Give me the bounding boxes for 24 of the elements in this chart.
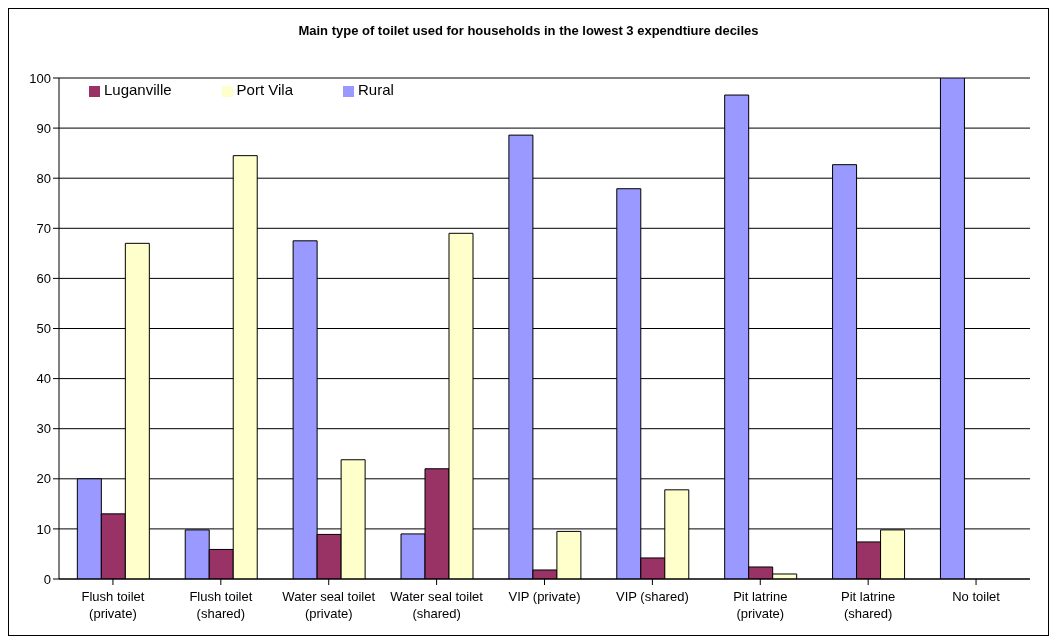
y-tick-label: 20 xyxy=(36,471,51,487)
x-tick-label: Flush toilet (private) xyxy=(81,589,145,621)
x-tick-label: Flush toilet (shared) xyxy=(189,589,253,621)
x-tick-label: Water seal toilet (shared) xyxy=(390,589,484,621)
x-tick-label: VIP (shared) xyxy=(616,589,689,604)
y-tick-label: 80 xyxy=(36,170,51,186)
legend-label: Luganville xyxy=(104,81,172,98)
y-tick-label: 90 xyxy=(36,120,51,136)
x-tick-label: No toilet xyxy=(952,589,1001,604)
y-tick-label: 0 xyxy=(43,571,51,587)
legend-label: Rural xyxy=(357,81,394,98)
y-tick-label: 30 xyxy=(36,421,51,437)
x-tick-label: Pit latrine (shared) xyxy=(841,589,896,621)
y-tick-label: 40 xyxy=(36,371,51,387)
chart-title: Main type of toilet used for households in the lowest 3 expendtiure deciles xyxy=(297,23,760,38)
y-tick-label: 50 xyxy=(36,321,51,337)
x-tick-label: Water seal toilet (private) xyxy=(282,589,376,621)
y-tick-label: 60 xyxy=(36,271,51,287)
y-tick-label: 70 xyxy=(36,220,51,236)
y-tick-label: 100 xyxy=(29,70,51,86)
x-tick-label: Pit latrine (private) xyxy=(733,589,788,621)
y-tick-label: 10 xyxy=(36,521,51,537)
x-tick-label: VIP (private) xyxy=(508,589,581,604)
legend-label: Port Vila xyxy=(236,81,293,98)
